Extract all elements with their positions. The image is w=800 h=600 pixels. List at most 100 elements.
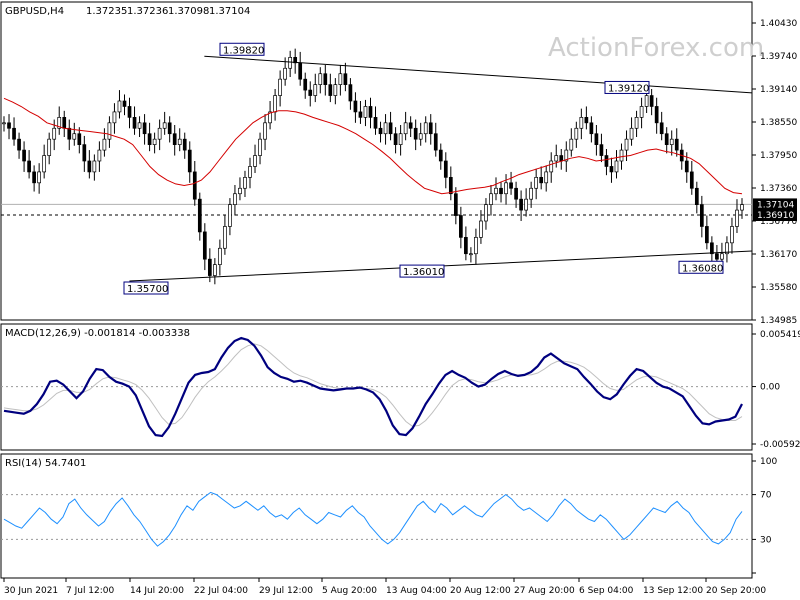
candle-body [318,73,323,85]
candle-body [187,149,192,173]
candle-body [353,100,358,113]
candle-body [418,133,423,140]
x-axis-label: 14 Jul 20:00 [130,586,184,596]
x-axis-label: 20 Sep 20:00 [706,586,766,596]
price-axis-label: 1.36170 [760,250,797,260]
axis-layer: 1.40430 1.39740 1.39140 1.38550 1.37950 1.373… [3,19,800,596]
candle-body [223,226,227,249]
macd-title: MACD(12,26,9) -0.001814 -0.003338 [5,328,190,339]
candle-body [363,106,368,118]
x-axis-label: 20 Aug 12:00 [450,586,511,596]
candle-body [207,258,212,276]
candle-body [669,138,674,145]
price-header-open: 1.37235 [86,6,127,17]
candle-body [182,138,187,151]
candle-body [619,149,624,162]
candle-body [443,160,448,178]
price-axis-label: 1.38550 [760,118,797,128]
candle-body [62,117,67,129]
candle-body [348,84,353,102]
price-annotation-box [219,42,265,56]
macd-axis-label: 0.005419 [760,330,800,340]
candle-body [534,177,539,189]
candle-body [122,100,127,107]
candle-body [82,144,87,162]
candle-body [107,122,112,140]
candle-body [97,149,102,162]
candle-body [328,84,333,96]
candle-body [288,57,293,69]
candle-body [308,89,313,96]
candle-body [12,127,16,140]
candle-body [559,155,564,162]
candle-body [368,106,373,118]
candle-body [720,253,724,260]
candle-body [689,171,694,189]
price-header-close: 1.37104 [209,6,250,17]
candle-body [333,84,338,96]
price-header-high: 1.37236 [127,6,168,17]
trendline-upper [204,55,753,94]
candle-body [705,226,709,244]
candle-body [248,166,252,178]
price-axis-label: 1.37360 [760,184,797,194]
candle-body [413,127,418,140]
x-axis-label: 7 Jul 12:00 [66,586,115,596]
candle-body [388,122,393,135]
candle-body [152,138,157,145]
candle-body [47,138,52,156]
candle-body [639,106,644,118]
reference-price-label: 1.36910 [757,211,794,221]
price-annotation-label: 1.36080 [682,263,723,274]
candle-body [725,242,729,255]
candle-body [202,231,207,260]
candle-body [258,138,262,156]
price-axis-label: 1.39140 [760,85,797,95]
candle-body [283,67,287,80]
candle-body [238,187,242,195]
price-axis-label: 1.37950 [760,151,797,161]
candle-body [614,160,619,173]
price-annotation-box [399,264,445,278]
candle-body [393,133,398,145]
candle-body [22,149,26,162]
candle-body [599,144,604,156]
watermark: ActionForex.com [548,33,764,63]
rsi-axis-label: 30 [760,535,772,545]
candle-body [659,122,664,135]
candle-body [142,122,147,135]
candle-body [32,171,36,184]
candle-body [137,122,142,129]
candle-body [634,117,639,129]
rsi-axis-label: 70 [760,491,772,501]
x-axis-label: 6 Sep 04:00 [579,586,634,596]
x-axis-label: 29 Jul 12:00 [259,586,313,596]
candle-body [433,133,438,151]
price-header-low: 1.37098 [168,6,209,17]
price-annotation-box [678,260,724,274]
candle-body [147,133,152,145]
candle-body [27,160,31,173]
candle-body [589,122,594,135]
price-axis-label: 1.35580 [760,283,797,293]
candle-body [358,111,363,118]
candle-body [192,171,197,200]
price-annotation-label: 1.35700 [127,284,168,295]
candle-body [694,187,699,205]
candle-body [273,95,277,113]
price-layer: 1.39820 1.39120 1.35700 1.36010 1.36080 [1,42,753,295]
candle-body [298,62,303,80]
candle-body [52,127,57,140]
candle-body [338,73,343,85]
candle-body [167,122,172,135]
candle-body [499,187,503,195]
candle-body [87,160,92,173]
rsi-series-rsi [3,491,743,547]
candle-body [383,122,388,135]
candle-body [233,193,237,205]
price-annotation-box [604,80,650,94]
candle-body [479,220,483,238]
candle-body [489,193,493,205]
candle-body [343,73,348,85]
